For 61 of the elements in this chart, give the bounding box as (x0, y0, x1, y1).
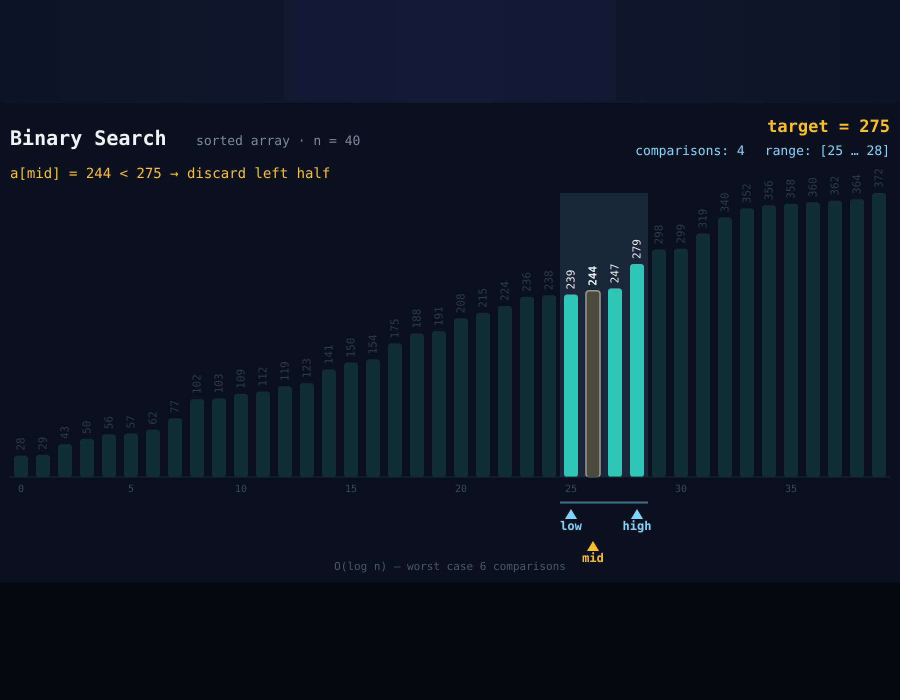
bar (674, 248, 688, 477)
bar (146, 430, 160, 477)
bar (806, 202, 820, 477)
bar (608, 288, 622, 477)
bar (872, 193, 886, 477)
bar (344, 362, 358, 477)
bar (828, 200, 842, 477)
bar (168, 418, 182, 477)
x-tick-label: 5 (128, 484, 134, 496)
x-tick-label: 20 (454, 484, 468, 496)
bar (366, 359, 380, 477)
text: range: [25 … 28] (764, 144, 890, 159)
bar (36, 454, 50, 477)
x-tick-label: 0 (18, 484, 24, 496)
bar (432, 331, 446, 477)
x-tick-label: 35 (784, 484, 798, 496)
chart-title: Binary Search (10, 126, 167, 150)
chart-subtitle: sorted array · n = 40 (196, 134, 360, 149)
bar (630, 264, 644, 477)
bar (410, 333, 424, 477)
bar (520, 296, 534, 477)
bar (498, 306, 512, 477)
bar (300, 383, 314, 477)
bar (278, 386, 292, 477)
bar (388, 343, 402, 477)
bar (322, 369, 336, 477)
text: a[mid] = 244 < 275 → discard left half (10, 166, 330, 182)
bar (124, 433, 138, 477)
bar (58, 444, 72, 477)
data-label: 239 (564, 270, 578, 290)
text: O(log n) — worst case 6 comparisons (334, 560, 566, 573)
bar (564, 294, 578, 477)
text: target = 275 (767, 117, 890, 137)
bar (696, 233, 710, 477)
bar (718, 217, 732, 477)
bar (762, 205, 776, 477)
x-tick-label: 25 (564, 484, 578, 496)
bar (190, 399, 204, 477)
bar (784, 204, 798, 477)
bar (850, 199, 864, 477)
x-tick-label: 30 (674, 484, 688, 496)
bar (234, 394, 248, 477)
bar (212, 398, 226, 477)
bar (542, 295, 556, 477)
data-label: 279 (630, 239, 644, 259)
text: mid (582, 551, 604, 565)
bar (256, 391, 270, 477)
bar (102, 434, 116, 477)
text: high (622, 519, 652, 533)
x-tick-label: 10 (234, 484, 248, 496)
text: comparisons: 4 (635, 144, 745, 159)
text: low (559, 519, 583, 533)
bar (476, 312, 490, 477)
data-label: 244 (586, 265, 600, 286)
x-tick-label: 15 (344, 484, 358, 496)
data-label: 247 (608, 264, 622, 284)
bar (14, 456, 28, 477)
bar (454, 318, 468, 477)
bar (740, 208, 754, 477)
bar (652, 249, 666, 477)
bar (80, 438, 94, 477)
